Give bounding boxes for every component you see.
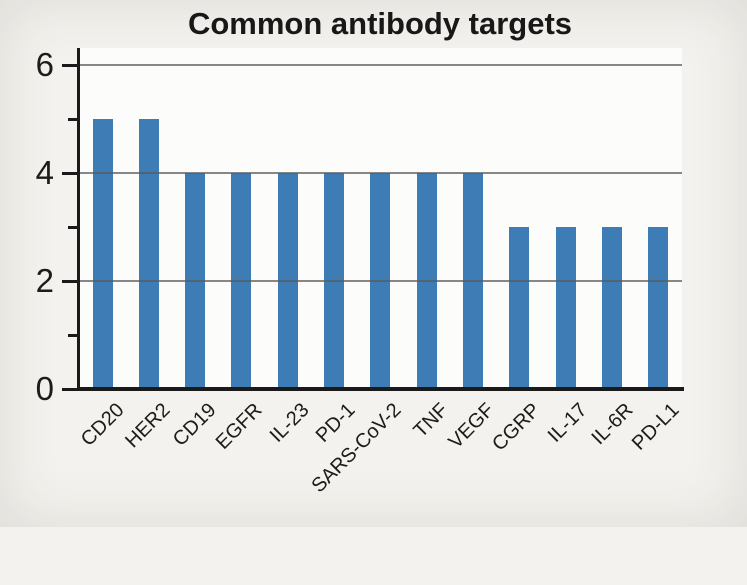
y-major-tick-0 bbox=[62, 387, 78, 391]
bar-cgrp bbox=[509, 227, 530, 389]
gridline-y2 bbox=[78, 280, 682, 282]
y-tick-label-6: 6 bbox=[35, 46, 54, 83]
chart-title: Common antibody targets bbox=[187, 6, 573, 41]
bar-il-6r bbox=[602, 227, 623, 389]
y-axis bbox=[77, 48, 80, 391]
plot-area: 0 2 4 6 CD20 HER2 CD19 EGFR IL-23 PD-1 SARS-CoV-2 T… bbox=[35, 46, 684, 497]
y-major-tick-4 bbox=[62, 171, 78, 175]
gridline-y4 bbox=[78, 172, 682, 174]
y-minor-tick-1 bbox=[68, 333, 78, 337]
y-tick-label-4: 4 bbox=[35, 154, 54, 191]
y-minor-tick-5 bbox=[68, 117, 78, 121]
bar-il-17 bbox=[555, 227, 576, 389]
y-tick-label-0: 0 bbox=[35, 370, 54, 407]
y-major-tick-6 bbox=[62, 63, 78, 67]
bar-pd-l1 bbox=[648, 227, 669, 389]
figure: Common antibody targets 0 2 4 6 CD20 HER2 CD19… bbox=[35, 6, 684, 497]
bar-her2 bbox=[138, 119, 159, 389]
gridline-y6 bbox=[78, 64, 682, 66]
y-tick-label-2: 2 bbox=[35, 262, 54, 299]
y-major-tick-2 bbox=[62, 279, 78, 283]
bar-cd20 bbox=[92, 119, 113, 389]
y-minor-tick-3 bbox=[68, 225, 78, 229]
x-axis bbox=[77, 387, 684, 391]
